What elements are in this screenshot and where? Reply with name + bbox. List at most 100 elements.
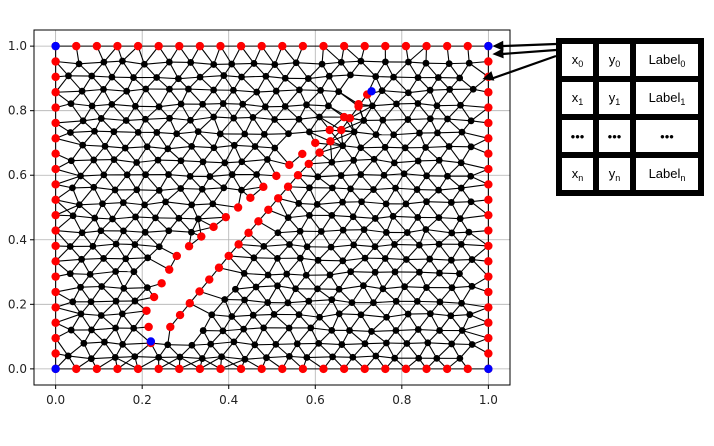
- mesh-edge: [202, 103, 224, 105]
- interior-node: [79, 117, 87, 125]
- boundary-node: [51, 57, 60, 66]
- mesh-edge: [263, 243, 290, 247]
- interior-node: [67, 100, 75, 108]
- mesh-edge: [179, 356, 203, 360]
- interior-node: [238, 158, 246, 166]
- mesh-edge: [373, 300, 397, 304]
- mesh-edge: [159, 187, 181, 191]
- mesh-edge: [330, 131, 355, 142]
- interior-node: [175, 214, 183, 222]
- boundary-node: [484, 333, 493, 343]
- interior-node: [436, 327, 443, 334]
- mesh-edge: [209, 173, 233, 178]
- interior-node: [314, 256, 322, 264]
- interior-node: [402, 200, 410, 208]
- mesh-edge: [233, 341, 246, 360]
- mesh-edge: [134, 356, 159, 358]
- boundary-node: [172, 251, 181, 261]
- mesh-edge: [296, 62, 323, 65]
- boundary-node: [51, 272, 60, 281]
- mesh-edge: [371, 329, 396, 332]
- mesh-edge: [319, 116, 342, 131]
- interior-node: [221, 159, 229, 167]
- interior-node: [155, 354, 163, 361]
- mesh-edge: [430, 313, 451, 317]
- interior-node: [318, 60, 326, 68]
- mesh-edge: [318, 259, 343, 262]
- mesh-edge: [55, 175, 81, 185]
- mesh-edge: [231, 314, 254, 318]
- interior-node: [100, 171, 108, 179]
- boundary-node: [51, 303, 60, 312]
- pointer-arrows: [482, 40, 557, 81]
- boundary-node: [154, 41, 163, 51]
- mesh-edge: [317, 201, 343, 205]
- mesh-edge: [233, 89, 257, 93]
- label-cell: Labeln: [633, 155, 701, 193]
- interior-node: [188, 201, 196, 209]
- mesh-edge: [233, 341, 255, 346]
- boundary-node: [175, 364, 184, 374]
- x-cell: xn: [559, 155, 596, 193]
- interior-node: [122, 255, 130, 263]
- boundary-node: [233, 203, 243, 212]
- mesh-edge: [234, 144, 256, 148]
- interior-node: [110, 128, 118, 136]
- interior-node: [140, 60, 148, 68]
- boundary-node: [51, 88, 60, 97]
- boundary-node: [51, 333, 60, 343]
- interior-node: [304, 75, 312, 82]
- interior-node: [339, 198, 346, 206]
- mesh-edge: [90, 341, 105, 360]
- boundary-node: [360, 364, 369, 374]
- boundary-node: [422, 41, 431, 51]
- mesh-edge: [462, 329, 489, 339]
- boundary-node: [244, 228, 253, 238]
- interior-node: [415, 268, 423, 276]
- boundary-node: [157, 279, 166, 288]
- boundary-node: [195, 364, 205, 374]
- interior-node: [281, 74, 289, 82]
- interior-node: [467, 172, 475, 180]
- arrow-line: [500, 42, 557, 48]
- mesh-edge: [167, 344, 192, 346]
- interior-node: [69, 298, 77, 306]
- interior-node: [372, 131, 380, 139]
- interior-node: [348, 299, 356, 307]
- interior-node: [108, 73, 116, 81]
- interior-node: [228, 60, 236, 68]
- interior-node: [187, 116, 194, 124]
- interior-node: [401, 144, 409, 152]
- interior-node: [274, 254, 281, 262]
- boundary-node: [484, 303, 493, 312]
- interior-node: [230, 114, 238, 122]
- interior-node: [112, 324, 119, 332]
- mesh-edge: [145, 174, 160, 191]
- mesh-plot: 0.0 0.0 0.2 0.2 0.4 0.4 0.6 0.6 0.8 0.8 1.0 1.0: [8, 29, 511, 407]
- interior-node: [261, 103, 269, 111]
- mesh-edge: [372, 103, 397, 107]
- interior-node: [295, 200, 303, 207]
- interior-node: [357, 311, 365, 319]
- interior-node: [206, 173, 214, 180]
- corner-node: [484, 41, 493, 51]
- mesh-edge: [167, 145, 192, 150]
- x-tick-label: 0.8: [392, 393, 411, 407]
- interior-node: [64, 352, 72, 360]
- mesh-edge: [198, 131, 221, 135]
- interior-node: [165, 58, 173, 66]
- mesh-edge: [200, 75, 224, 78]
- interior-node: [249, 311, 257, 319]
- interior-node: [194, 215, 202, 223]
- mesh-edge: [55, 90, 83, 93]
- interior-node: [379, 116, 387, 124]
- mesh-edge: [429, 258, 452, 261]
- interior-node: [283, 270, 291, 278]
- interior-node: [130, 324, 138, 332]
- mesh-edge: [81, 257, 104, 260]
- mesh-edge: [55, 168, 81, 177]
- mesh-edge: [80, 174, 104, 177]
- mesh-edge: [190, 61, 214, 66]
- mesh-edge: [386, 313, 409, 318]
- mesh-edge: [101, 313, 123, 317]
